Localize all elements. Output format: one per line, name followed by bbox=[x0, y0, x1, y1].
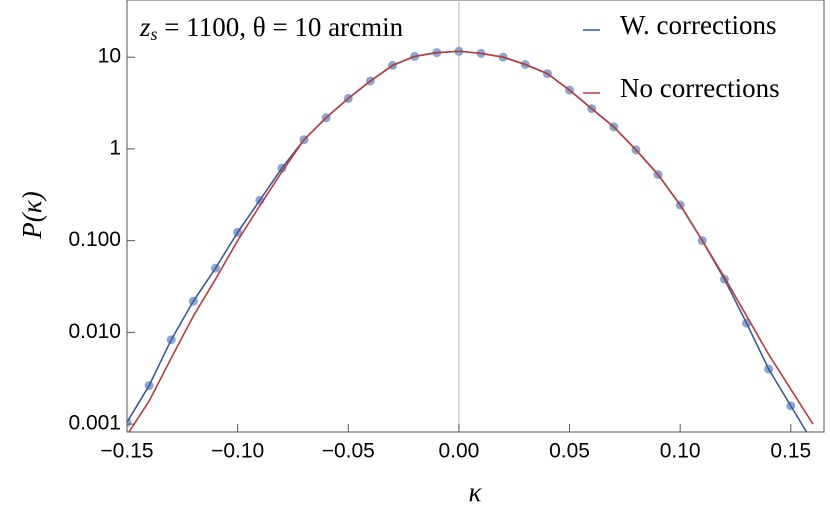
y-tick-label: 0.001 bbox=[68, 412, 121, 435]
series-line bbox=[128, 50, 814, 432]
annotation-var: z bbox=[139, 12, 151, 42]
x-axis-label: κ bbox=[469, 477, 483, 507]
plot-frame bbox=[126, 0, 825, 433]
x-tick-label: −0.10 bbox=[211, 440, 264, 463]
y-tick-label: 0.100 bbox=[68, 228, 121, 251]
annotation: zs = 1100, θ = 10 arcmin bbox=[139, 12, 404, 44]
x-tick-label: 0.05 bbox=[549, 440, 590, 463]
y-axis-label: P(κ) bbox=[17, 191, 47, 239]
annotation-rest: = 1100, θ = 10 arcmin bbox=[158, 12, 404, 42]
y-tick-label: 1 bbox=[109, 136, 121, 159]
x-tick-label: 0.15 bbox=[770, 440, 811, 463]
annotation-sub: s bbox=[151, 24, 158, 44]
plot-area bbox=[127, 46, 814, 432]
legend-label: W. corrections bbox=[620, 10, 776, 40]
y-tick-label: 10 bbox=[98, 45, 121, 68]
legend-label: No corrections bbox=[620, 73, 780, 103]
x-tick-label: −0.05 bbox=[322, 440, 375, 463]
y-tick-label: 0.010 bbox=[68, 320, 121, 343]
x-tick-label: 0.00 bbox=[438, 440, 479, 463]
x-tick-label: 0.10 bbox=[660, 440, 701, 463]
x-tick-label: −0.15 bbox=[100, 440, 153, 463]
